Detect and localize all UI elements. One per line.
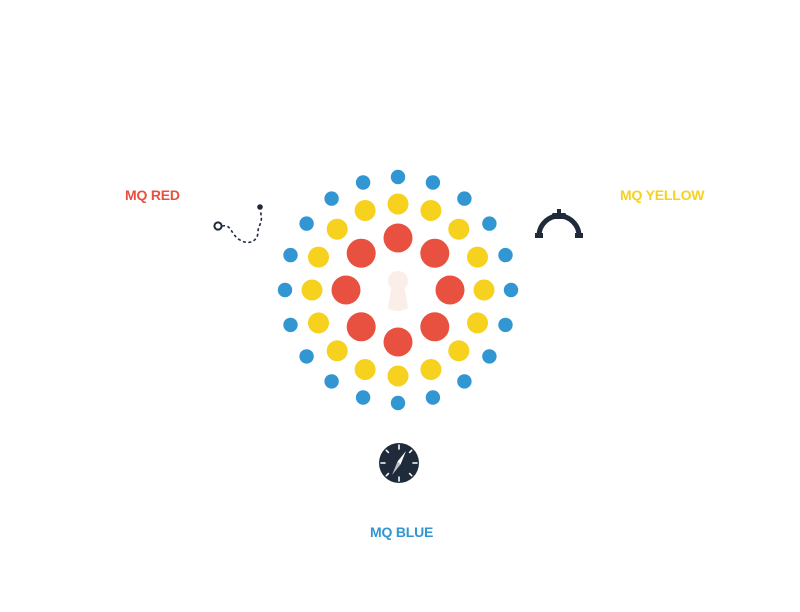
red-dot[interactable] <box>420 312 450 342</box>
blue-dot[interactable] <box>498 247 513 263</box>
dotted-path-icon[interactable] <box>210 200 270 250</box>
blue-dot[interactable] <box>482 216 497 231</box>
compass-icon[interactable] <box>376 440 422 486</box>
blue-dot[interactable] <box>283 247 298 263</box>
mq-yellow-label[interactable]: MQ YELLOW <box>620 187 705 203</box>
compass-ticks <box>380 444 418 482</box>
magnet-top-cap <box>552 213 566 219</box>
path-dashed-line <box>221 209 263 244</box>
blue-dot[interactable] <box>425 175 441 190</box>
blue-dot[interactable] <box>457 374 472 389</box>
blue-dot[interactable] <box>324 191 339 206</box>
yellow-dot[interactable] <box>473 279 495 301</box>
yellow-dot[interactable] <box>354 200 376 221</box>
keyhole-body <box>388 284 408 311</box>
yellow-dot[interactable] <box>308 246 329 268</box>
yellow-dot[interactable] <box>301 279 323 301</box>
yellow-dot[interactable] <box>467 312 488 334</box>
blue-dot[interactable] <box>324 374 339 389</box>
blue-dot[interactable] <box>503 282 519 298</box>
blue-dot[interactable] <box>277 282 293 298</box>
compass-needle-south <box>392 461 401 475</box>
blue-dot[interactable] <box>390 169 406 185</box>
dot-rings <box>277 169 519 411</box>
yellow-dot[interactable] <box>387 193 409 215</box>
blue-dot[interactable] <box>498 317 513 333</box>
red-dot[interactable] <box>346 238 376 268</box>
path-end-dot <box>257 204 263 210</box>
blue-dot[interactable] <box>355 390 371 405</box>
mq-blue-label[interactable]: MQ BLUE <box>370 524 434 540</box>
blue-dot[interactable] <box>390 395 406 411</box>
path-start-ring <box>213 221 223 231</box>
blue-dot[interactable] <box>482 349 497 364</box>
yellow-dot[interactable] <box>420 359 442 380</box>
yellow-dot[interactable] <box>448 340 470 362</box>
blue-dot[interactable] <box>283 317 298 333</box>
blue-dot[interactable] <box>299 216 314 231</box>
red-dot[interactable] <box>383 327 413 357</box>
magnet-top-stem <box>557 209 561 215</box>
red-dot[interactable] <box>383 223 413 253</box>
yellow-dot[interactable] <box>326 340 348 362</box>
blue-dot[interactable] <box>457 191 472 206</box>
magnet-icon[interactable] <box>534 206 584 242</box>
magnet-left-tip <box>535 233 543 238</box>
blue-dot[interactable] <box>425 390 441 405</box>
magnet-right-tip <box>575 233 583 238</box>
yellow-dot[interactable] <box>467 246 488 268</box>
red-dot[interactable] <box>331 275 361 305</box>
yellow-dot[interactable] <box>420 200 442 221</box>
compass-needle-north <box>397 451 406 465</box>
yellow-dot[interactable] <box>354 359 376 380</box>
yellow-dot[interactable] <box>387 365 409 387</box>
red-dot[interactable] <box>435 275 465 305</box>
mq-red-label[interactable]: MQ RED <box>125 187 180 203</box>
yellow-dot[interactable] <box>308 312 329 334</box>
red-dot[interactable] <box>346 312 376 342</box>
blue-dot[interactable] <box>299 349 314 364</box>
yellow-dot[interactable] <box>448 218 470 240</box>
keyhole-icon <box>388 271 408 311</box>
blue-dot[interactable] <box>355 175 371 190</box>
red-dot[interactable] <box>420 238 450 268</box>
yellow-dot[interactable] <box>326 218 348 240</box>
